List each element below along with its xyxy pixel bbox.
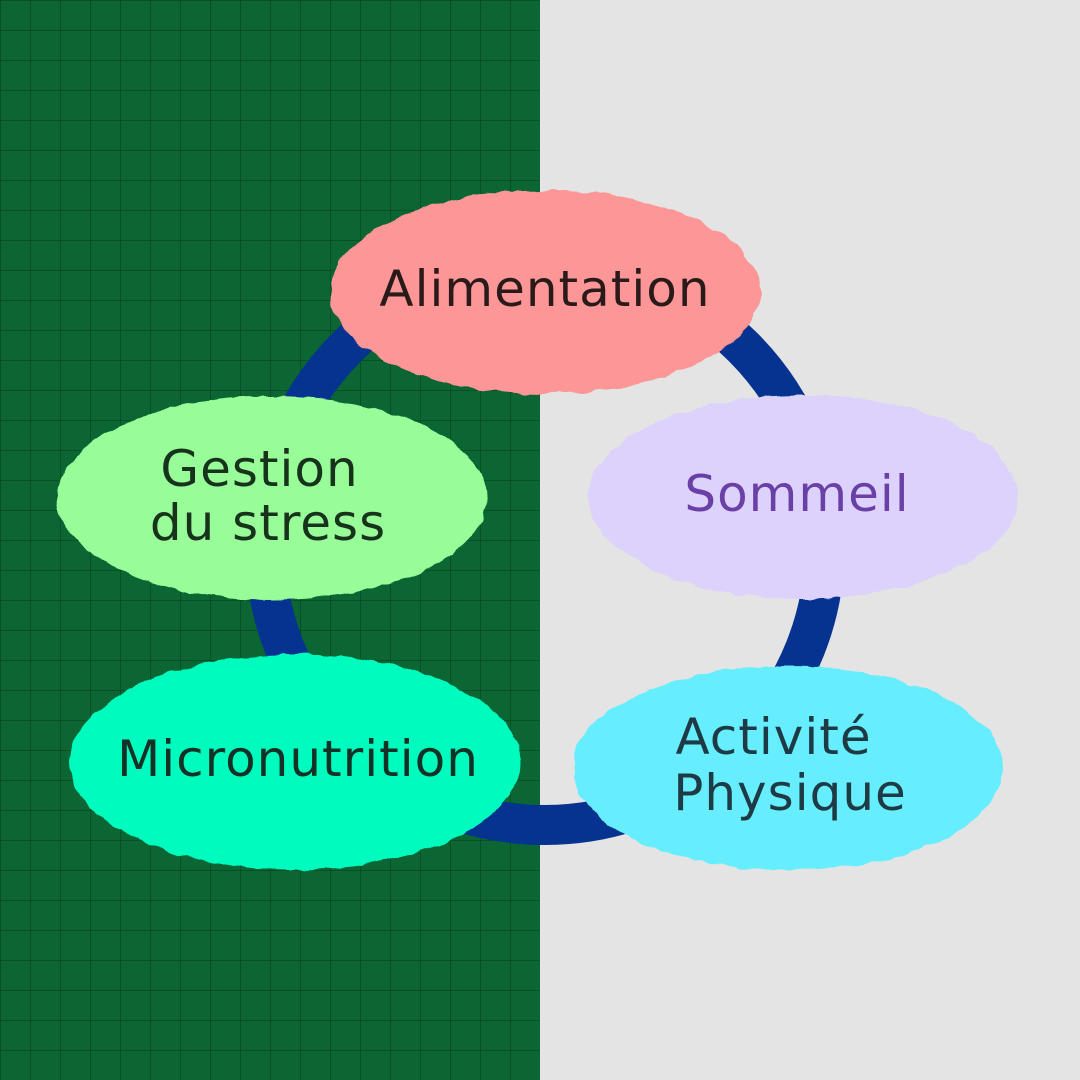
node-micronutrition-label: Micronutrition bbox=[117, 730, 479, 788]
node-activite-physique-line-1: Activité bbox=[675, 708, 871, 766]
node-sommeil-label: Sommeil bbox=[684, 465, 909, 523]
node-activite-physique-shape bbox=[573, 666, 1003, 870]
node-micronutrition: Micronutrition bbox=[70, 654, 520, 870]
node-gestion-du-stress-shape bbox=[57, 396, 487, 600]
node-micronutrition-line-1: Micronutrition bbox=[117, 730, 479, 788]
node-activite-physique-label: Activité Physique bbox=[673, 708, 907, 822]
node-micronutrition-shape bbox=[70, 654, 520, 870]
node-alimentation-line-1: Alimentation bbox=[379, 260, 710, 318]
node-sommeil: Sommeil bbox=[588, 395, 1018, 599]
node-sommeil-shape bbox=[588, 395, 1018, 599]
node-alimentation: Alimentation bbox=[330, 190, 760, 394]
node-activite-physique: Activité Physique bbox=[573, 666, 1003, 870]
node-sommeil-line-1: Sommeil bbox=[684, 465, 909, 523]
node-gestion-du-stress-label: Gestion du stress bbox=[150, 440, 386, 552]
node-gestion-du-stress: Gestion du stress bbox=[57, 396, 487, 600]
node-activite-physique-line-2: Physique bbox=[673, 764, 907, 822]
node-gestion-du-stress-line-1: Gestion bbox=[160, 440, 358, 498]
node-gestion-du-stress-line-2: du stress bbox=[150, 494, 386, 552]
node-alimentation-shape bbox=[330, 190, 760, 394]
node-alimentation-label: Alimentation bbox=[379, 260, 710, 318]
